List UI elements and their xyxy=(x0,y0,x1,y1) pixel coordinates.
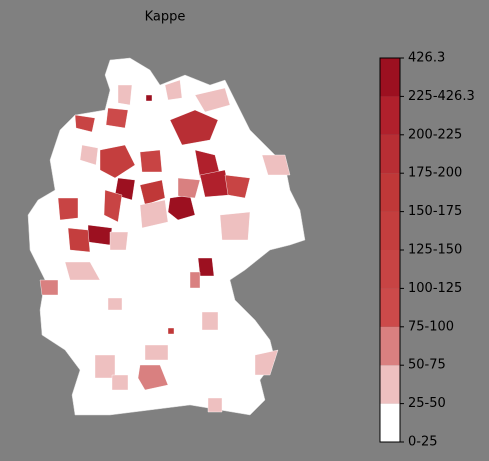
district xyxy=(137,364,169,391)
colorbar-tick-label: 225-426.3 xyxy=(408,89,475,104)
colorbar-segment xyxy=(380,403,400,442)
district xyxy=(74,114,96,133)
district xyxy=(219,211,251,241)
colorbar-segment xyxy=(380,173,400,212)
district xyxy=(109,231,129,251)
district xyxy=(254,349,279,376)
district xyxy=(67,227,91,253)
colorbar-tick-label: 100-125 xyxy=(408,281,462,296)
colorbar-tick-label: 25-50 xyxy=(408,396,446,411)
colorbar-segment xyxy=(380,326,400,366)
district xyxy=(197,257,215,277)
district xyxy=(107,297,123,311)
district xyxy=(105,107,129,129)
district xyxy=(139,149,163,173)
district xyxy=(201,311,219,331)
district xyxy=(224,174,251,199)
district xyxy=(194,87,231,113)
colorbar-segment xyxy=(380,288,400,327)
colorbar-tick-label: 125-150 xyxy=(408,243,462,258)
district xyxy=(199,169,231,198)
district xyxy=(169,109,219,146)
district xyxy=(57,197,79,221)
district xyxy=(39,279,59,296)
district xyxy=(261,154,291,176)
district xyxy=(64,261,101,281)
colorbar-tick-label: 200-225 xyxy=(408,127,462,142)
districts xyxy=(39,79,291,413)
colorbar-segment xyxy=(380,211,400,250)
colorbar-segment xyxy=(380,365,400,404)
district xyxy=(139,199,169,229)
district xyxy=(79,144,99,166)
colorbar-segment xyxy=(380,58,400,97)
district xyxy=(164,79,183,101)
district xyxy=(99,144,136,179)
district xyxy=(139,179,166,206)
district xyxy=(94,354,116,379)
district xyxy=(111,374,129,391)
colorbar-tick-label: 175-200 xyxy=(408,166,462,181)
district xyxy=(103,189,123,223)
district xyxy=(177,177,201,199)
germany-map xyxy=(27,57,306,416)
district xyxy=(189,271,201,289)
colorbar: 0-25 25-50 50-75 75-100 100-125 125-150 150-17… xyxy=(379,51,475,450)
country-outline xyxy=(27,57,306,416)
colorbar-segment xyxy=(380,134,400,174)
colorbar-tick-label: 75-100 xyxy=(408,319,454,334)
district xyxy=(117,84,133,106)
district xyxy=(145,94,153,102)
colorbar-segment xyxy=(380,96,400,135)
colorbar-tick-label: 50-75 xyxy=(408,358,446,373)
district xyxy=(207,397,223,413)
map-title: Kappe xyxy=(145,10,186,25)
district xyxy=(87,224,113,246)
colorbar-tick-label: 150-175 xyxy=(408,204,462,219)
district xyxy=(144,344,169,361)
colorbar-tick-label: 426.3 xyxy=(408,51,445,66)
colorbar-segment xyxy=(380,250,400,289)
colorbar-tick-label: 0-25 xyxy=(408,435,438,450)
district xyxy=(167,327,175,335)
